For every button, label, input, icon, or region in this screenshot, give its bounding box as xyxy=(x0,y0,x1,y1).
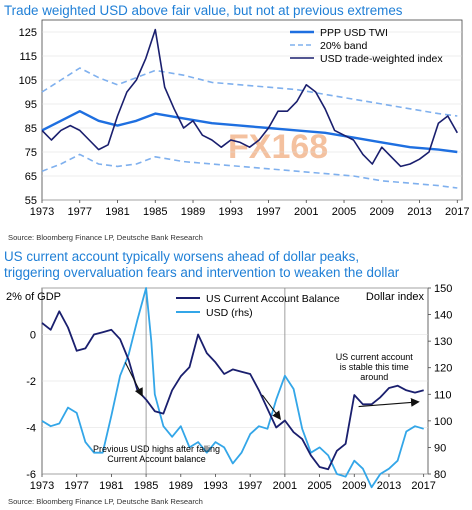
chart1-series-line-3 xyxy=(41,28,458,168)
chart2-xtick-label: 1985 xyxy=(134,480,158,492)
chart2-legend-label: US Current Account Balance xyxy=(206,293,340,305)
chart1-xtick-label: 1997 xyxy=(256,206,280,218)
chart2-ytick-left-label: -4 xyxy=(26,423,36,435)
chart2-ytick-left-label: 0 xyxy=(30,330,36,342)
chart2-ytick-right-label: 140 xyxy=(434,310,452,322)
chart1-ytick-label: 65 xyxy=(25,171,37,183)
chart2-ytick-right-label: 100 xyxy=(434,416,452,428)
chart2-ytick-right-label: 150 xyxy=(434,283,452,295)
chart1-xtick-label: 2005 xyxy=(332,206,356,218)
chart2-xtick-label: 2005 xyxy=(307,480,331,492)
chart2-annotation-arrow xyxy=(124,362,143,397)
chart2-xtick-label: 2009 xyxy=(342,480,366,492)
chart1-legend-label: USD trade-weighted index xyxy=(320,53,443,65)
chart2-xtick-label: 1997 xyxy=(238,480,262,492)
chart1-xtick-label: 2013 xyxy=(407,206,431,218)
chart1-xtick-label: 1993 xyxy=(219,206,243,218)
chart2: 2% of GDP 0 -2 -4 -6 80 90 100 110 120 130 140 150 Do… xyxy=(6,283,452,492)
chart1-xtick-label: 2017 xyxy=(445,206,469,218)
chart1-xtick-label: 2009 xyxy=(370,206,394,218)
chart2-xtick-label: 2013 xyxy=(377,480,401,492)
chart1-plot-frame xyxy=(41,19,463,201)
chart2-annotation-text: around xyxy=(360,372,388,382)
chart2-right-axis-label: Dollar index xyxy=(366,291,425,303)
chart1-ytick-label: 95 xyxy=(25,99,37,111)
chart1-legend-label: PPP USD TWI xyxy=(320,27,388,39)
fx168-watermark: FX168 xyxy=(228,128,328,166)
chart2-ytick-right-label: 90 xyxy=(434,442,446,454)
chart2-legend-label: USD (rhs) xyxy=(206,307,253,319)
chart2-annotation-text: US current account xyxy=(336,352,414,362)
chart1-series-line-0 xyxy=(41,110,458,154)
chart2-xtick-label: 1981 xyxy=(99,480,123,492)
chart2-annotation-arrow xyxy=(261,394,281,420)
chart1-ytick-label: 75 xyxy=(25,147,37,159)
chart2-ytick-right-label: 110 xyxy=(434,389,452,401)
chart2-ytick-right-label: 130 xyxy=(434,336,452,348)
chart1-series-line-2 xyxy=(41,153,458,189)
chart2-xtick-label: 2017 xyxy=(411,480,435,492)
chart2-title-line1: US current account typically worsens ahe… xyxy=(4,249,360,264)
chart2-xtick-label: 2001 xyxy=(273,480,297,492)
chart2-annotation-text: Current Account balance xyxy=(107,454,206,464)
chart1-source: Source: Bloomberg Finance LP, Deutsche B… xyxy=(8,233,203,242)
chart2-ytick-left-label: -6 xyxy=(26,469,36,481)
chart2-usd-line xyxy=(41,287,424,489)
chart1-xtick-label: 1985 xyxy=(143,206,167,218)
chart1-series-line-1 xyxy=(41,67,458,117)
chart1-xtick-label: 1973 xyxy=(30,206,54,218)
chart2-annotation-arrow xyxy=(358,398,420,408)
chart2-annotation-text: is stable this time xyxy=(340,362,409,372)
chart2-source: Source: Bloomberg Finance LP, Deutsche B… xyxy=(8,497,203,506)
chart2-ytick-right-label: 120 xyxy=(434,363,452,375)
chart2-xtick-label: 1977 xyxy=(64,480,88,492)
chart1-ytick-label: 125 xyxy=(19,27,37,39)
chart1-ytick-label: 105 xyxy=(19,75,37,87)
chart2-ytick-left-label: -2 xyxy=(26,376,36,388)
chart1-legend-label: 20% band xyxy=(320,40,367,52)
chart1-ytick-label: 115 xyxy=(19,51,37,63)
chart1-xtick-label: 1977 xyxy=(68,206,92,218)
chart2-ytick-right-label: 80 xyxy=(434,469,446,481)
chart1-xtick-label: 1989 xyxy=(181,206,205,218)
chart1: FX168 55 65 75 85 95 105 115 125 1973 1977 1981 198… xyxy=(19,19,470,218)
chart1-xtick-label: 2001 xyxy=(294,206,318,218)
chart1-xtick-label: 1981 xyxy=(105,206,129,218)
chart2-current-account-line xyxy=(41,310,424,471)
chart2-xtick-label: 1973 xyxy=(30,480,54,492)
chart1-title: Trade weighted USD above fair value, but… xyxy=(4,3,403,18)
chart2-title-line2: triggering overvaluation fears and inter… xyxy=(4,265,400,280)
chart1-ytick-label: 55 xyxy=(25,195,37,207)
chart2-left-axis-label: 2% of GDP xyxy=(6,291,61,303)
chart2-xtick-label: 1993 xyxy=(203,480,227,492)
chart2-annotation-text: Previous USD highs after falling xyxy=(93,444,220,454)
chart2-xtick-label: 1989 xyxy=(169,480,193,492)
chart1-ytick-label: 85 xyxy=(25,123,37,135)
